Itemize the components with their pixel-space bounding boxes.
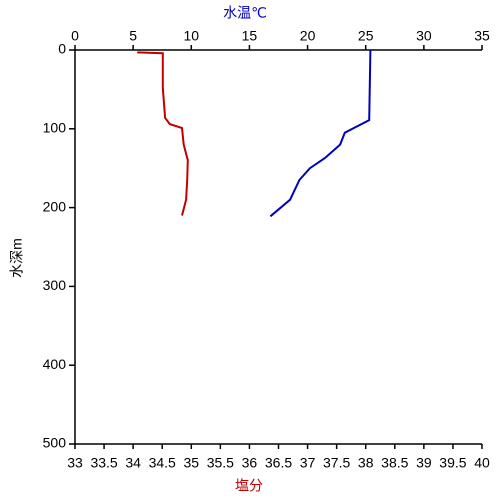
y-tick-label: 100	[43, 120, 67, 136]
x-tick-label: 37.5	[323, 455, 350, 471]
x2-tick-label: 25	[358, 28, 374, 44]
x-tick-label: 38.5	[381, 455, 408, 471]
y-tick-label: 300	[43, 277, 67, 293]
x-tick-label: 34.5	[149, 455, 176, 471]
x2-tick-label: 5	[129, 28, 137, 44]
x-tick-label: 35	[183, 455, 199, 471]
profile-line	[137, 51, 189, 216]
x-tick-label: 39	[416, 455, 432, 471]
x-tick-label: 33	[67, 455, 83, 471]
x-tick-label: 34	[125, 455, 141, 471]
y-axis-label: 水深m	[9, 238, 25, 278]
x-tick-label: 35.5	[207, 455, 234, 471]
y-tick-label: 400	[43, 356, 67, 372]
x-tick-label: 36	[242, 455, 258, 471]
x2-tick-label: 10	[183, 28, 199, 44]
x-tick-label: 39.5	[439, 455, 466, 471]
x-tick-label: 37	[300, 455, 316, 471]
x2-tick-label: 20	[300, 28, 316, 44]
x2-tick-label: 30	[416, 28, 432, 44]
x2-axis-label: 水温℃	[223, 5, 267, 21]
y-tick-label: 500	[43, 435, 67, 451]
x-tick-label: 40	[474, 455, 490, 471]
y-tick-label: 0	[58, 41, 66, 57]
y-tick-label: 200	[43, 198, 67, 214]
profile-line	[269, 49, 372, 218]
x-tick-label: 38	[358, 455, 374, 471]
x-tick-label: 36.5	[265, 455, 292, 471]
x2-tick-label: 15	[242, 28, 258, 44]
x2-tick-label: 35	[474, 28, 490, 44]
x-axis-label: 塩分	[235, 478, 263, 494]
x-tick-label: 33.5	[90, 455, 117, 471]
x2-tick-label: 0	[71, 28, 79, 44]
